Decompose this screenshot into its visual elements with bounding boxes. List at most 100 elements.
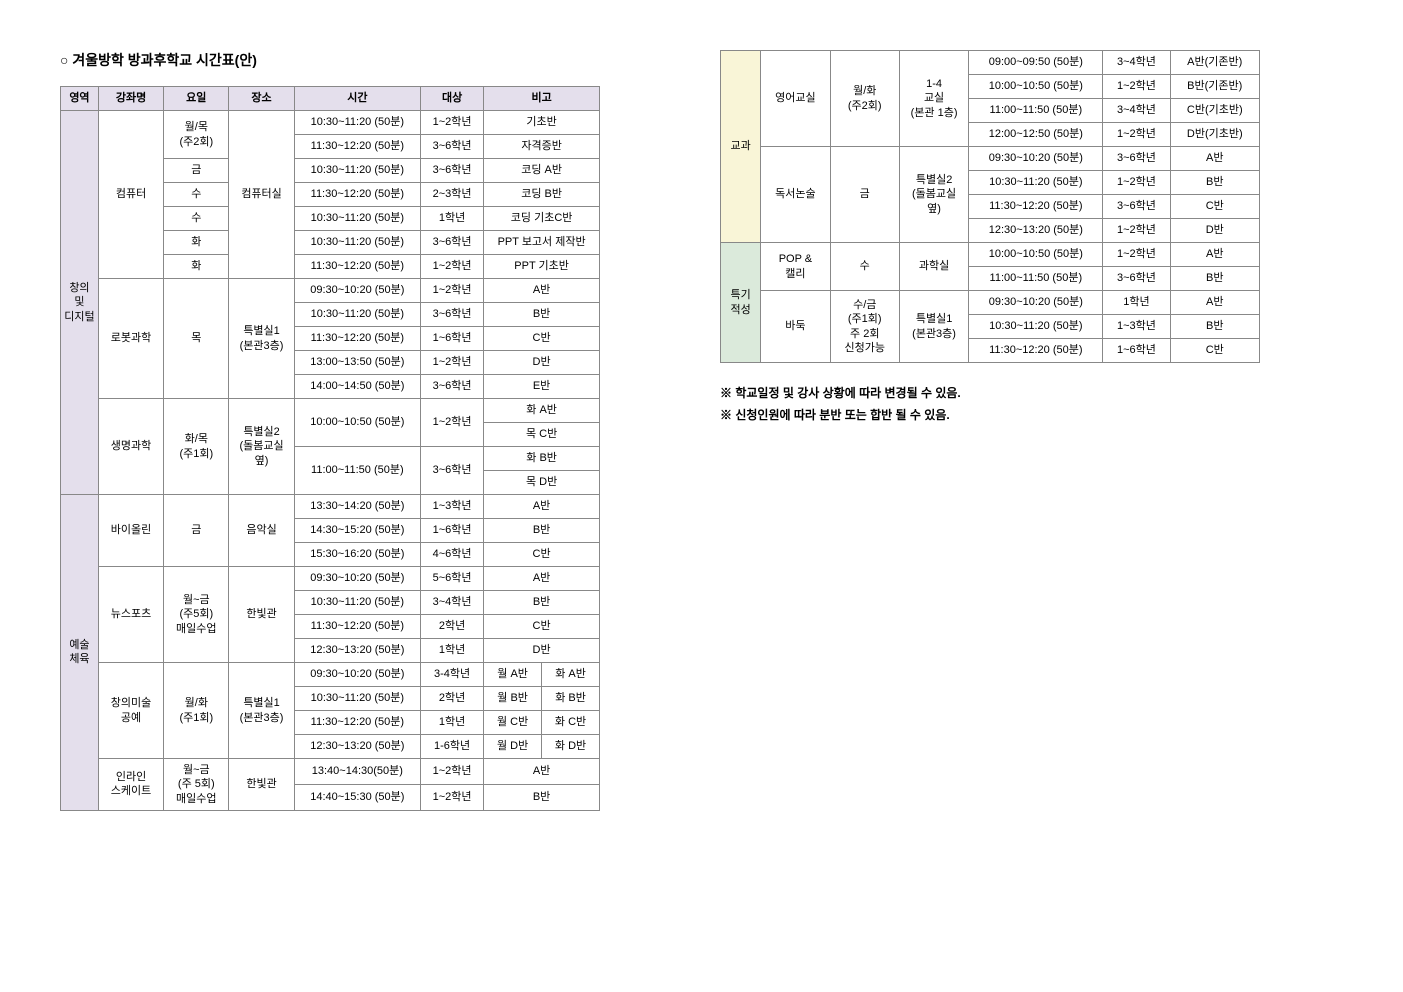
table-row: 뉴스포츠월~금(주5회)매일수업한빛관09:30~10:20 (50분)5~6학… — [61, 567, 600, 591]
note-cell: A반 — [484, 495, 600, 519]
target-cell: 1~2학년 — [421, 279, 484, 303]
note-cell: D반 — [1170, 219, 1259, 243]
note-cell: A반 — [484, 567, 600, 591]
table-row: 교과영어교실월/화(주2회)1-4교실(본관 1층)09:00~09:50 (5… — [721, 51, 1260, 75]
col-place: 장소 — [229, 87, 294, 111]
time-cell: 11:00~11:50 (50분) — [969, 267, 1103, 291]
time-cell: 10:30~11:20 (50분) — [294, 687, 420, 711]
day-cell: 월~금(주5회)매일수업 — [164, 567, 229, 663]
note-cell: 화 D반 — [542, 735, 600, 759]
time-cell: 10:00~10:50 (50분) — [969, 243, 1103, 267]
note-cell: A반 — [484, 759, 600, 785]
col-note: 비고 — [484, 87, 600, 111]
note-cell: D반 — [484, 639, 600, 663]
course-cell: 인라인스케이트 — [98, 759, 163, 811]
day-cell: 금 — [164, 495, 229, 567]
time-cell: 09:30~10:20 (50분) — [294, 567, 420, 591]
note-cell: D반(기초반) — [1170, 123, 1259, 147]
col-target: 대상 — [421, 87, 484, 111]
target-cell: 1학년 — [421, 639, 484, 663]
target-cell: 1~2학년 — [1103, 171, 1170, 195]
time-cell: 10:30~11:20 (50분) — [294, 159, 420, 183]
course-cell: 컴퓨터 — [98, 111, 163, 279]
area-cell: 특기적성 — [721, 243, 761, 363]
note-cell: E반 — [484, 375, 600, 399]
place-cell: 1-4교실(본관 1층) — [899, 51, 968, 147]
note-cell: 코딩 기초C반 — [484, 207, 600, 231]
course-cell: 뉴스포츠 — [98, 567, 163, 663]
table-row: 인라인스케이트월~금(주 5회)매일수업한빛관13:40~14:30(50분)1… — [61, 759, 600, 785]
note-line: ※ 학교일정 및 강사 상황에 따라 변경될 수 있음. — [720, 383, 1260, 405]
place-cell: 특별실1(본관3층) — [229, 663, 294, 759]
timetable-left: 영역 강좌명 요일 장소 시간 대상 비고 창의및디지털컴퓨터월/목(주2회)컴… — [60, 86, 600, 811]
target-cell: 1~6학년 — [421, 327, 484, 351]
table-row: 독서논술금특별실2(돌봄교실옆)09:30~10:20 (50분)3~6학년A반 — [721, 147, 1260, 171]
day-cell: 화 — [164, 231, 229, 255]
note-cell: 화 A반 — [542, 663, 600, 687]
target-cell: 2학년 — [421, 615, 484, 639]
note-cell: 월 C반 — [484, 711, 542, 735]
target-cell: 3-4학년 — [421, 663, 484, 687]
time-cell: 10:30~11:20 (50분) — [969, 171, 1103, 195]
time-cell: 14:40~15:30 (50분) — [294, 784, 420, 810]
target-cell: 1~2학년 — [421, 399, 484, 447]
col-day: 요일 — [164, 87, 229, 111]
time-cell: 10:30~11:20 (50분) — [294, 231, 420, 255]
place-cell: 특별실2(돌봄교실옆) — [899, 147, 968, 243]
target-cell: 1-6학년 — [421, 735, 484, 759]
note-cell: C반 — [1170, 195, 1259, 219]
day-cell: 월/목(주2회) — [164, 111, 229, 159]
time-cell: 11:30~12:20 (50분) — [294, 135, 420, 159]
time-cell: 13:30~14:20 (50분) — [294, 495, 420, 519]
time-cell: 09:30~10:20 (50분) — [294, 279, 420, 303]
note-cell: B반 — [1170, 267, 1259, 291]
target-cell: 1~2학년 — [1103, 219, 1170, 243]
table-row: 예술체육바이올린금음악실13:30~14:20 (50분)1~3학년A반 — [61, 495, 600, 519]
note-cell: B반 — [1170, 171, 1259, 195]
target-cell: 3~6학년 — [421, 303, 484, 327]
time-cell: 11:00~11:50 (50분) — [969, 99, 1103, 123]
note-cell: PPT 보고서 제작반 — [484, 231, 600, 255]
day-cell: 월~금(주 5회)매일수업 — [164, 759, 229, 811]
note-cell: B반 — [484, 591, 600, 615]
note-cell: 화 A반 — [484, 399, 600, 423]
col-course: 강좌명 — [98, 87, 163, 111]
area-cell: 창의및디지털 — [61, 111, 99, 495]
course-cell: 바이올린 — [98, 495, 163, 567]
course-cell: 독서논술 — [761, 147, 830, 243]
day-cell: 월/화(주2회) — [830, 51, 899, 147]
note-cell: 목 D반 — [484, 471, 600, 495]
note-cell: B반 — [1170, 315, 1259, 339]
area-cell: 교과 — [721, 51, 761, 243]
target-cell: 1~3학년 — [1103, 315, 1170, 339]
note-cell: C반 — [484, 327, 600, 351]
note-cell: 월 B반 — [484, 687, 542, 711]
time-cell: 10:30~11:20 (50분) — [294, 591, 420, 615]
page-title: ○ 겨울방학 방과후학교 시간표(안) — [60, 50, 600, 70]
note-cell: A반 — [484, 279, 600, 303]
day-cell: 수 — [830, 243, 899, 291]
place-cell: 한빛관 — [229, 759, 294, 811]
time-cell: 12:00~12:50 (50분) — [969, 123, 1103, 147]
target-cell: 4~6학년 — [421, 543, 484, 567]
day-cell: 금 — [164, 159, 229, 183]
table-row: 특기적성POP &캘리수과학실10:00~10:50 (50분)1~2학년A반 — [721, 243, 1260, 267]
time-cell: 13:40~14:30(50분) — [294, 759, 420, 785]
note-cell: A반 — [1170, 291, 1259, 315]
place-cell: 음악실 — [229, 495, 294, 567]
time-cell: 12:30~13:20 (50분) — [294, 639, 420, 663]
place-cell: 한빛관 — [229, 567, 294, 663]
target-cell: 1~2학년 — [421, 351, 484, 375]
note-cell: 코딩 A반 — [484, 159, 600, 183]
course-cell: 생명과학 — [98, 399, 163, 495]
area-cell: 예술체육 — [61, 495, 99, 811]
target-cell: 1학년 — [421, 711, 484, 735]
place-cell: 과학실 — [899, 243, 968, 291]
time-cell: 11:30~12:20 (50분) — [294, 615, 420, 639]
note-cell: C반(기초반) — [1170, 99, 1259, 123]
place-cell: 특별실2(돌봄교실옆) — [229, 399, 294, 495]
target-cell: 3~6학년 — [421, 375, 484, 399]
place-cell: 컴퓨터실 — [229, 111, 294, 279]
table-row: 창의미술공예월/화(주1회)특별실1(본관3층)09:30~10:20 (50분… — [61, 663, 600, 687]
course-cell: POP &캘리 — [761, 243, 830, 291]
